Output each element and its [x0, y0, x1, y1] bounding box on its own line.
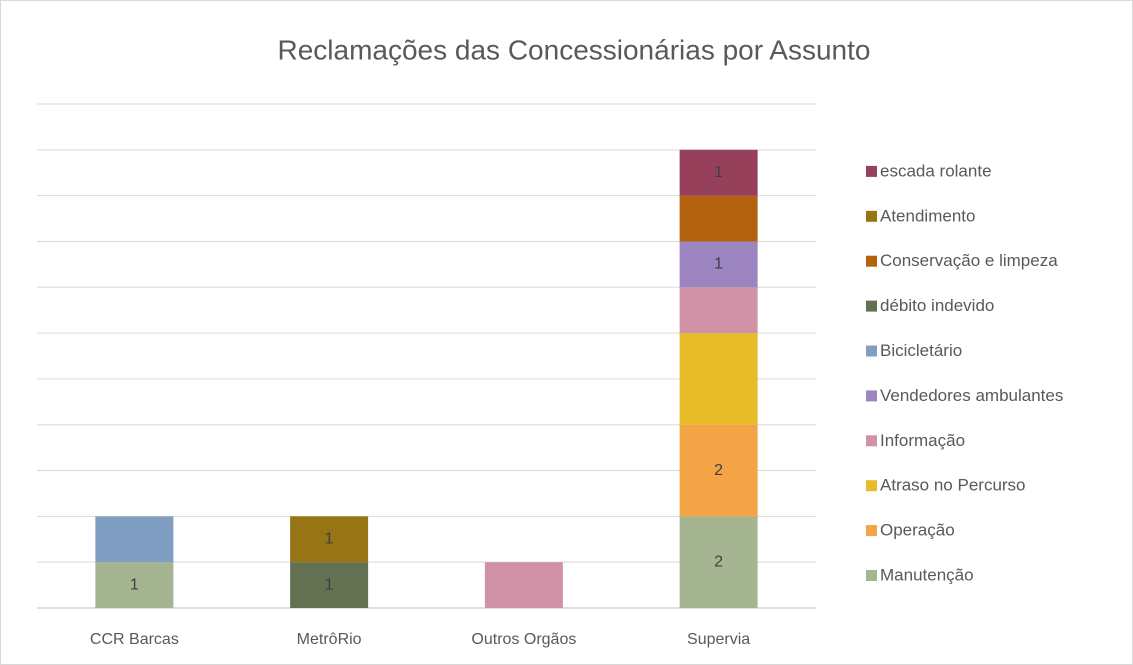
- data-label: 2: [714, 462, 723, 479]
- legend-swatch: [866, 390, 877, 402]
- bar-segment: [679, 195, 758, 242]
- chart-title: Reclamações das Concessionárias por Assu…: [278, 34, 871, 65]
- bar-segment: [484, 562, 563, 608]
- data-label: 1: [130, 576, 139, 593]
- x-tick-label: MetrôRio: [297, 631, 362, 648]
- legend-label: Vendedores ambulantes: [880, 386, 1063, 405]
- bar-segment: [679, 333, 758, 425]
- data-label: 1: [714, 164, 723, 181]
- legend-label: Manutenção: [880, 565, 974, 584]
- legend-swatch: [866, 210, 877, 222]
- legend-label: Atraso no Percurso: [880, 476, 1026, 495]
- x-tick-label: CCR Barcas: [90, 631, 179, 648]
- bar-segment: [679, 287, 758, 334]
- bar-segment: [679, 424, 758, 517]
- bar-segment: [290, 562, 369, 608]
- legend-swatch: [866, 480, 877, 492]
- legend-label: Informação: [880, 431, 965, 450]
- legend-swatch: [866, 345, 877, 357]
- legend-swatch: [866, 255, 877, 267]
- x-tick-label: Supervia: [687, 631, 750, 648]
- bar-segment: [679, 149, 758, 196]
- legend-label: Bicicletário: [880, 341, 962, 360]
- legend-swatch: [866, 525, 877, 537]
- data-label: 2: [714, 553, 723, 570]
- bar-segment: [679, 516, 758, 608]
- legend-label: Atendimento: [880, 206, 975, 225]
- legend-label: Conservação e limpeza: [880, 251, 1058, 270]
- data-label: 1: [325, 530, 334, 547]
- bar-segment: [95, 562, 174, 608]
- data-label: 1: [325, 576, 334, 593]
- legend-label: escada rolante: [880, 161, 992, 180]
- legend-swatch: [866, 300, 877, 312]
- legend-swatch: [866, 570, 877, 581]
- legend-label: Operação: [880, 521, 955, 540]
- bar-segment: [679, 241, 758, 288]
- legend-swatch: [866, 165, 877, 177]
- legend-swatch: [866, 435, 877, 447]
- bar-segment: [290, 516, 369, 563]
- legend-label: débito indevido: [880, 296, 994, 315]
- data-label: 1: [714, 256, 723, 273]
- bar-segment: [95, 516, 174, 563]
- x-tick-label: Outros Orgãos: [471, 631, 576, 648]
